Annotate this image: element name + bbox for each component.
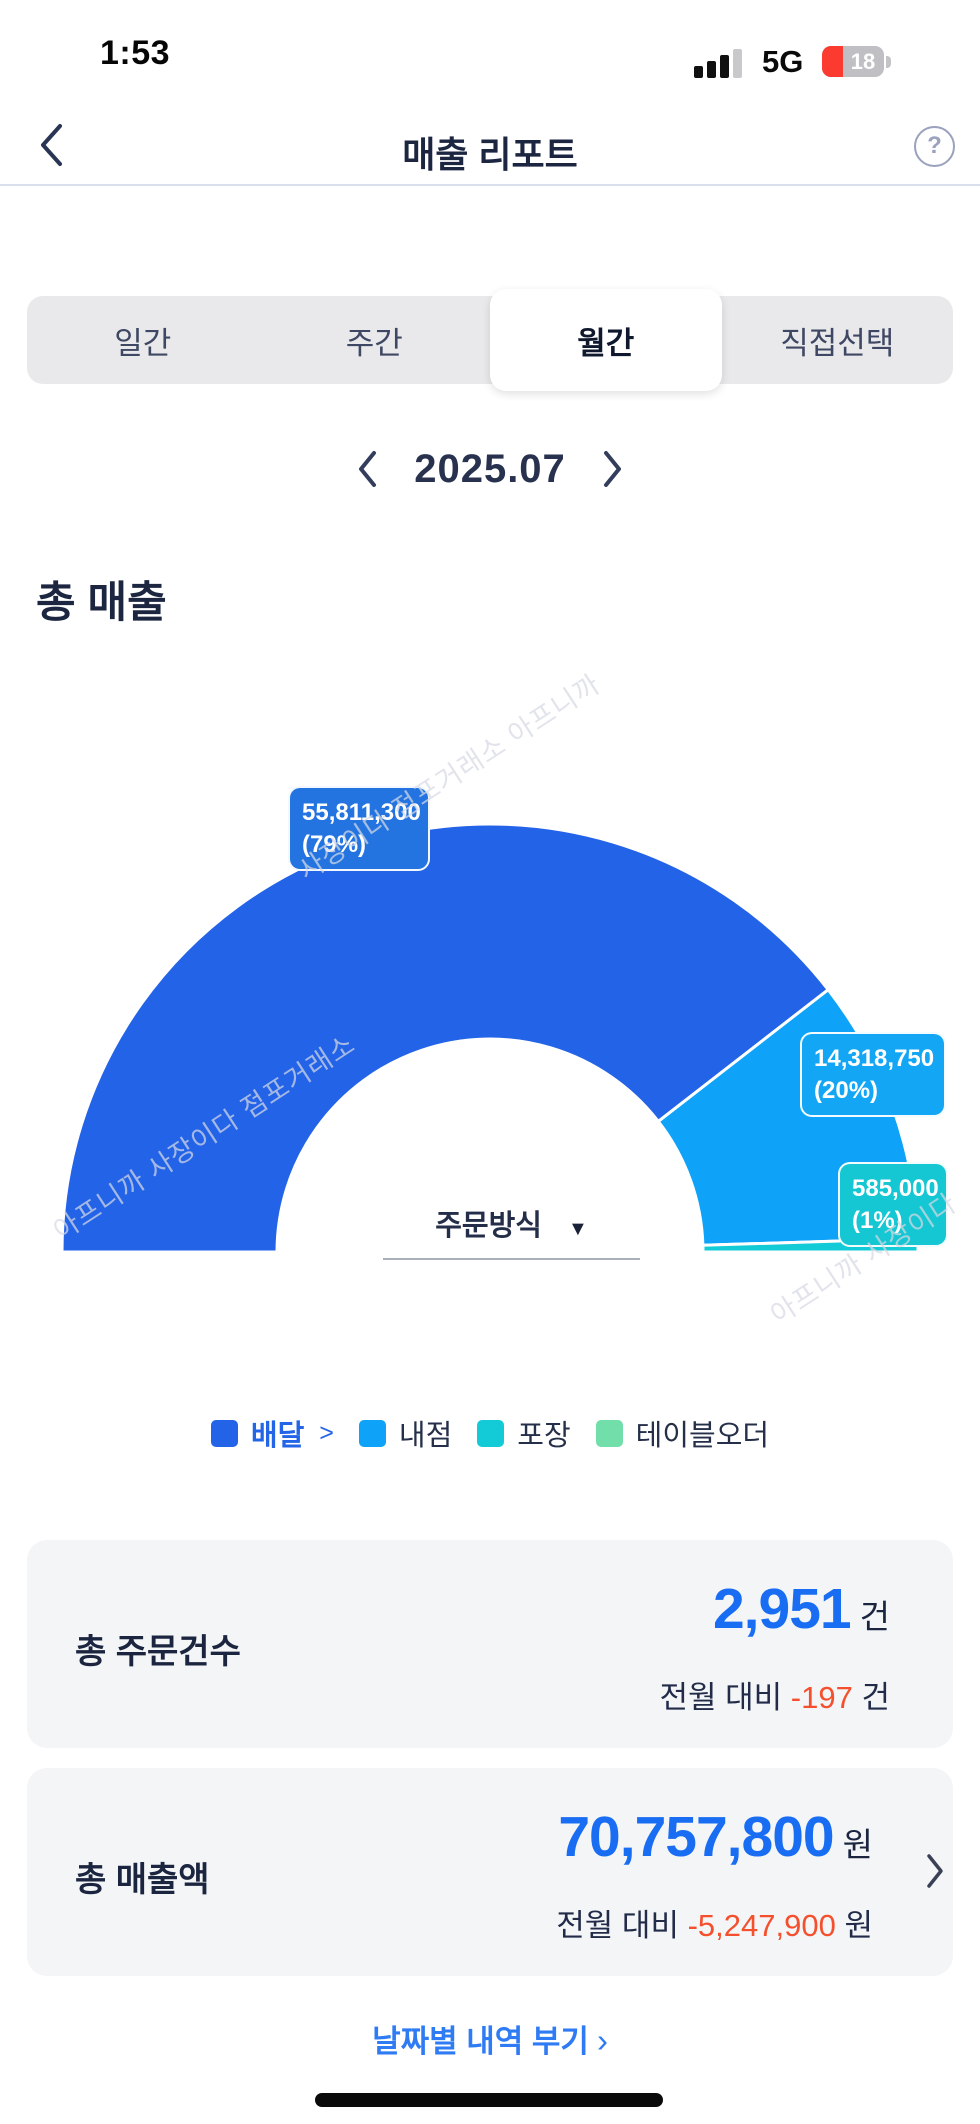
orders-compare-unit: 건 bbox=[861, 1680, 890, 1715]
chart-legend: 배달 > 내점 포장 테이블오더 bbox=[0, 1412, 980, 1454]
sales-compare-unit: 원 bbox=[844, 1908, 873, 1943]
legend-label-instore: 내점 bbox=[398, 1420, 453, 1452]
total-orders-value: 2,951 bbox=[712, 1577, 852, 1641]
dimension-selector-dropdown[interactable]: 주문방식 ▼ bbox=[383, 1202, 640, 1260]
total-sales-unit: 원 bbox=[842, 1826, 873, 1863]
page-title: 매출 리포트 bbox=[402, 134, 578, 175]
date-navigator: 2025.07 bbox=[0, 436, 980, 502]
chart-segment-delivery[interactable] bbox=[60, 824, 830, 1254]
home-indicator[interactable] bbox=[315, 2093, 663, 2107]
question-mark-icon: ? bbox=[927, 132, 942, 159]
battery-level-fill bbox=[822, 46, 843, 77]
total-sales-title: 총 매출액 bbox=[75, 1861, 210, 1899]
tab-weekly[interactable]: 주간 bbox=[345, 325, 403, 361]
tab-monthly[interactable]: 월간 bbox=[490, 289, 722, 391]
current-month-label: 2025.07 bbox=[414, 446, 566, 491]
legend-swatch-delivery bbox=[210, 1419, 238, 1447]
total-orders-title: 총 주문건수 bbox=[75, 1633, 241, 1671]
callout-takeout-percent: (1%) bbox=[852, 1206, 903, 1234]
caret-down-icon: ▼ bbox=[567, 1218, 588, 1240]
cellular-signal-icon bbox=[694, 46, 750, 78]
tab-custom[interactable]: 직접선택 bbox=[780, 325, 895, 361]
orders-compare-prefix: 전월 대비 bbox=[659, 1680, 783, 1715]
back-button[interactable] bbox=[34, 120, 70, 170]
legend-item-takeout: 포장 bbox=[477, 1412, 571, 1454]
help-button[interactable]: ? bbox=[914, 126, 955, 167]
callout-takeout: 585,000 (1%) bbox=[838, 1162, 948, 1248]
callout-instore-percent: (20%) bbox=[814, 1076, 879, 1104]
legend-swatch-tableorder bbox=[595, 1419, 623, 1447]
legend-arrow-icon: > bbox=[319, 1418, 334, 1447]
sales-compare-prefix: 전월 대비 bbox=[556, 1908, 679, 1943]
callout-takeout-value: 585,000 bbox=[852, 1175, 939, 1202]
callout-instore-value: 14,318,750 bbox=[814, 1045, 935, 1072]
daily-detail-link-label: 날짜별 내역 부기 bbox=[372, 2024, 589, 2059]
battery-icon: 18 bbox=[822, 46, 884, 77]
dimension-selector-label: 주문방식 bbox=[435, 1210, 542, 1242]
legend-swatch-takeout bbox=[477, 1419, 505, 1447]
orders-compare-value: -197 bbox=[790, 1680, 853, 1715]
legend-label-takeout: 포장 bbox=[517, 1420, 571, 1452]
legend-label-delivery: 배달 bbox=[250, 1420, 305, 1452]
battery-percent: 18 bbox=[850, 49, 876, 74]
total-sales-value: 70,757,800 bbox=[558, 1805, 834, 1869]
period-tab-bar: 일간 주간 월간 직접선택 bbox=[27, 289, 953, 391]
header-divider bbox=[0, 184, 980, 186]
prev-month-button[interactable] bbox=[356, 449, 378, 489]
sales-detail-chevron-icon[interactable] bbox=[925, 1852, 945, 1890]
daily-detail-link[interactable]: 날짜별 내역 부기 › bbox=[0, 2016, 980, 2061]
network-type-label: 5G bbox=[762, 44, 804, 79]
section-title: 총 매출 bbox=[36, 579, 167, 627]
order-method-donut-chart: 55,811,300 (79%) 14,318,750 (20%) 585,00… bbox=[0, 669, 980, 1330]
total-sales-card[interactable]: 총 매출액 70,757,800 원 전월 대비 -5,247,900 원 bbox=[27, 1768, 953, 1976]
callout-instore: 14,318,750 (20%) bbox=[800, 1032, 946, 1118]
callout-delivery-percent: (79%) bbox=[302, 830, 367, 858]
total-orders-unit: 건 bbox=[859, 1598, 890, 1635]
status-time: 1:53 bbox=[100, 34, 171, 72]
next-month-button[interactable] bbox=[602, 449, 624, 489]
chevron-left-icon bbox=[41, 124, 62, 166]
sales-compare-value: -5,247,900 bbox=[687, 1908, 836, 1943]
battery-cap bbox=[886, 56, 891, 68]
legend-swatch-instore bbox=[358, 1419, 386, 1447]
tab-daily[interactable]: 일간 bbox=[114, 325, 172, 361]
legend-item-instore: 내점 bbox=[358, 1412, 453, 1454]
legend-item-delivery[interactable]: 배달 > bbox=[210, 1412, 334, 1454]
callout-delivery-value: 55,811,300 bbox=[302, 799, 421, 826]
callout-delivery: 55,811,300 (79%) bbox=[288, 786, 430, 872]
legend-label-tableorder: 테이블오더 bbox=[635, 1420, 770, 1452]
link-chevron-icon: › bbox=[596, 2022, 608, 2059]
total-orders-card: 총 주문건수 2,951 건 전월 대비 -197 건 bbox=[27, 1540, 953, 1748]
legend-item-tableorder: 테이블오더 bbox=[595, 1412, 770, 1454]
